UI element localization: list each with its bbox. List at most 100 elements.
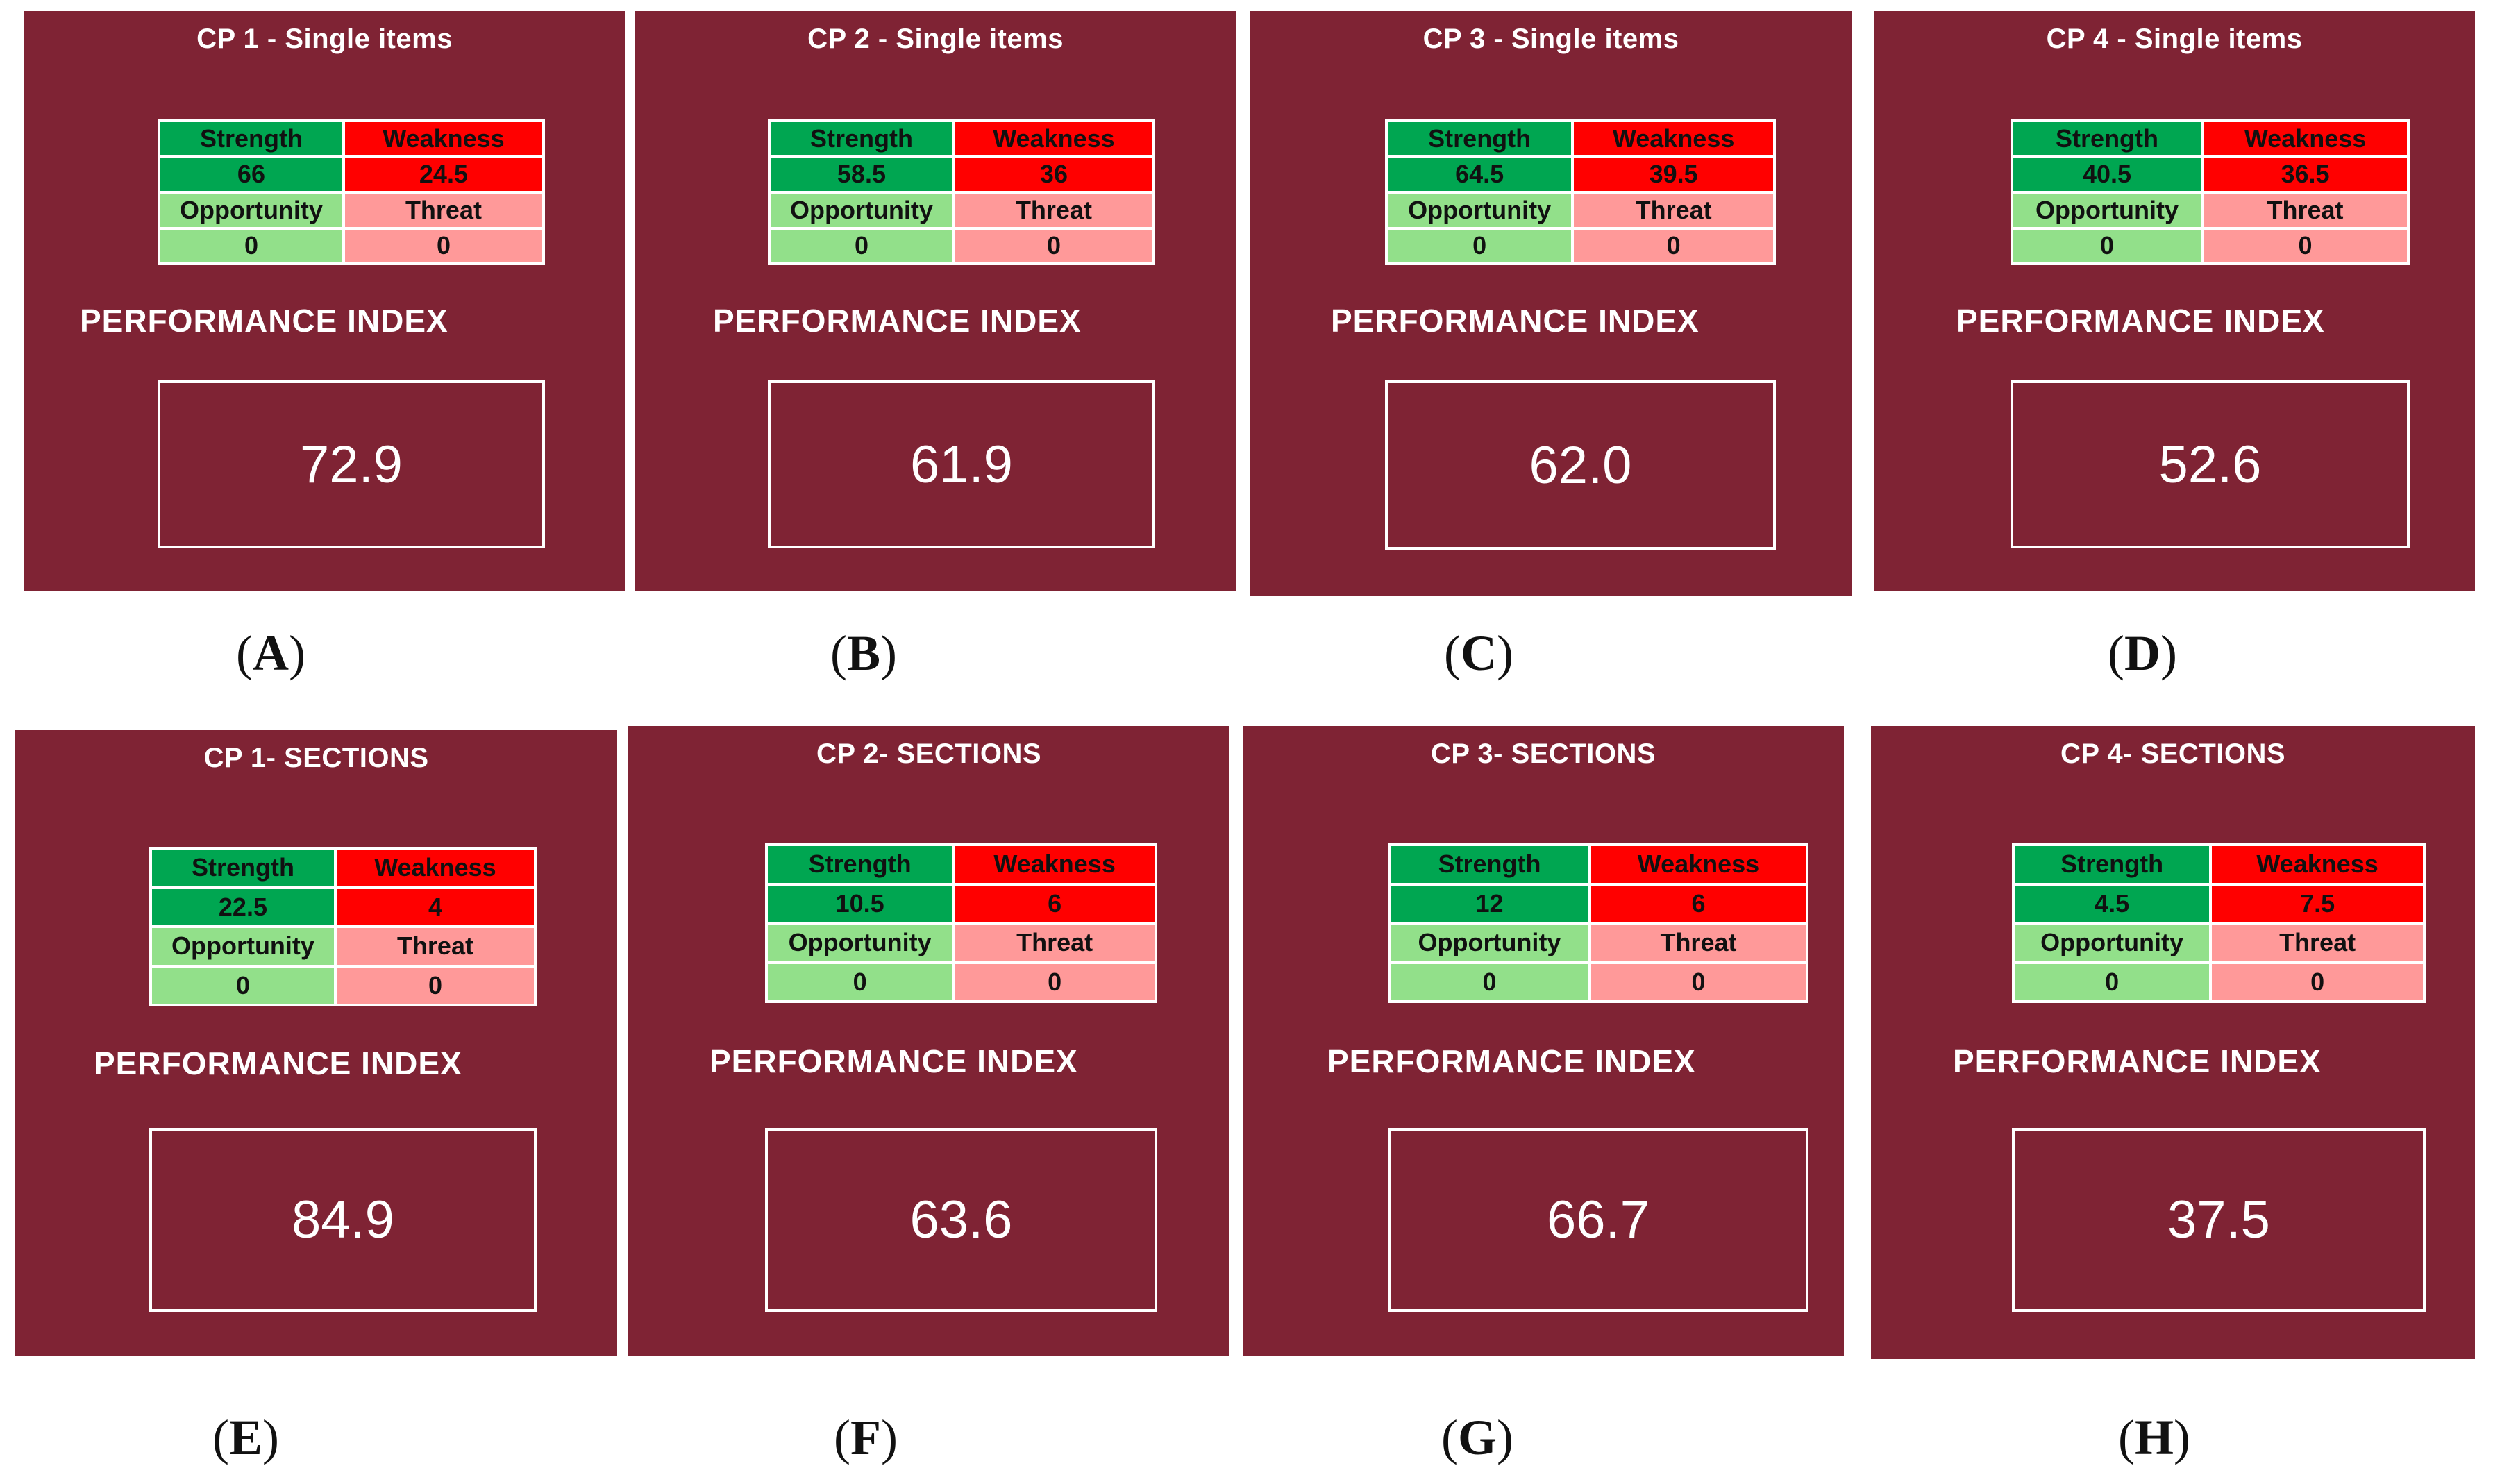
panel-title: CP 3- SECTIONS (1430, 739, 1656, 769)
opportunity-value: 0 (2011, 961, 2213, 1003)
panel-title: CP 4- SECTIONS (2060, 739, 2286, 769)
panel: CP 4 - Single items (1874, 11, 2475, 591)
caption-letter: B (846, 625, 881, 681)
caption-letter: H (2134, 1410, 2174, 1465)
opportunity-value: 0 (149, 964, 337, 1006)
strength-label: Strength (1384, 119, 1575, 158)
weakness-value: 6 (952, 882, 1157, 925)
panel: CP 3- SECTIONS (1243, 726, 1844, 1356)
swot-row: Opportunity Threat (768, 191, 1156, 230)
swot-row: Strength Weakness (149, 847, 537, 889)
strength-label: Strength (764, 843, 955, 886)
swot-row: Opportunity Threat (1388, 922, 1809, 964)
panel: CP 3 - Single items (1250, 11, 1852, 596)
strength-label: Strength (2010, 119, 2204, 158)
threat-label: Threat (2209, 922, 2426, 964)
opportunity-label: Opportunity (768, 191, 955, 230)
weakness-value: 24.5 (342, 155, 546, 194)
panel-caption: (E) (212, 1410, 279, 1465)
strength-label: Strength (768, 119, 955, 158)
opportunity-value: 0 (768, 226, 955, 265)
performance-index-value: 61.9 (768, 380, 1155, 548)
weakness-label: Weakness (2209, 843, 2426, 886)
threat-label: Threat (2201, 191, 2410, 230)
strength-value: 10.5 (764, 882, 955, 925)
performance-index-label: PERFORMANCE INDEX (713, 303, 1082, 339)
swot-row: 4.5 7.5 (2011, 882, 2426, 925)
opportunity-label: Opportunity (764, 922, 955, 964)
performance-index-label: PERFORMANCE INDEX (1953, 1043, 2322, 1079)
caption-letter: D (2124, 625, 2160, 681)
swot-table: Strength Weakness 58.5 36 Opportunity Threat 0… (768, 119, 1156, 265)
performance-index-value: 72.9 (158, 380, 545, 548)
swot-row: Opportunity Threat (149, 925, 537, 968)
swot-row: Strength Weakness (2010, 119, 2410, 158)
weakness-label: Weakness (952, 119, 1156, 158)
panel-title: CP 3 - Single items (1422, 24, 1679, 54)
strength-value: 22.5 (149, 886, 337, 928)
weakness-label: Weakness (333, 847, 537, 889)
swot-table: Strength Weakness 4.5 7.5 Opportunity Threat 0… (2011, 843, 2426, 1003)
panel-title: CP 2- SECTIONS (816, 739, 1042, 769)
panel-caption: (B) (830, 625, 897, 681)
threat-value: 0 (333, 964, 537, 1006)
panel-title: CP 2 - Single items (807, 24, 1064, 54)
panel: CP 1- SECTIONS (15, 730, 617, 1356)
panel-caption: (F) (834, 1410, 898, 1465)
opportunity-value: 0 (158, 226, 345, 265)
swot-row: 12 6 (1388, 882, 1809, 925)
strength-value: 4.5 (2011, 882, 2213, 925)
performance-index-value: 63.6 (765, 1128, 1157, 1312)
panel: CP 4- SECTIONS (1871, 726, 2475, 1359)
panel-caption: (H) (2118, 1410, 2190, 1465)
swot-row: Strength Weakness (768, 119, 1156, 158)
performance-index-label: PERFORMANCE INDEX (710, 1043, 1078, 1079)
swot-row: 40.5 36.5 (2010, 155, 2410, 194)
swot-row: Opportunity Threat (764, 922, 1157, 964)
performance-index-value: 37.5 (2012, 1128, 2426, 1312)
performance-index-label: PERFORMANCE INDEX (1327, 1043, 1696, 1079)
swot-row: Strength Weakness (1388, 843, 1809, 886)
weakness-label: Weakness (1588, 843, 1809, 886)
swot-row: Opportunity Threat (2010, 191, 2410, 230)
performance-index-label: PERFORMANCE INDEX (1331, 303, 1699, 339)
swot-row: Strength Weakness (2011, 843, 2426, 886)
threat-value: 0 (1571, 226, 1776, 265)
weakness-label: Weakness (2201, 119, 2410, 158)
performance-index-value: 84.9 (149, 1128, 537, 1312)
threat-value: 0 (1588, 961, 1809, 1003)
opportunity-value: 0 (2010, 226, 2204, 265)
threat-label: Threat (1571, 191, 1776, 230)
swot-row: 22.5 4 (149, 886, 537, 928)
swot-row: Strength Weakness (158, 119, 546, 158)
threat-label: Threat (952, 191, 1156, 230)
performance-index-value: 66.7 (1388, 1128, 1808, 1312)
strength-value: 12 (1388, 882, 1591, 925)
opportunity-label: Opportunity (149, 925, 337, 968)
threat-value: 0 (952, 226, 1156, 265)
panel-title: CP 4 - Single items (2046, 24, 2303, 54)
threat-value: 0 (952, 961, 1157, 1003)
panel: CP 2- SECTIONS (628, 726, 1229, 1356)
strength-value: 66 (158, 155, 345, 194)
weakness-value: 36.5 (2201, 155, 2410, 194)
swot-row: Opportunity Threat (158, 191, 546, 230)
performance-index-value: 62.0 (1385, 380, 1776, 550)
threat-label: Threat (1588, 922, 1809, 964)
strength-value: 40.5 (2010, 155, 2204, 194)
performance-index-value: 52.6 (2011, 380, 2410, 548)
swot-table: Strength Weakness 12 6 Opportunity Threat 0 0 (1388, 843, 1809, 1003)
weakness-value: 39.5 (1571, 155, 1776, 194)
swot-row: 66 24.5 (158, 155, 546, 194)
weakness-label: Weakness (342, 119, 546, 158)
threat-label: Threat (342, 191, 546, 230)
swot-row: Strength Weakness (764, 843, 1157, 886)
opportunity-label: Opportunity (2011, 922, 2213, 964)
panel-caption: (G) (1441, 1410, 1513, 1465)
performance-index-label: PERFORMANCE INDEX (80, 303, 448, 339)
opportunity-label: Opportunity (1388, 922, 1591, 964)
